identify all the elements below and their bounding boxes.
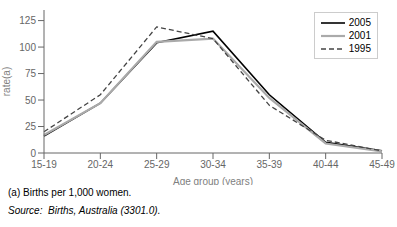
html-text:2001: 2001 [348, 30, 371, 41]
svg-text:75: 75 [25, 68, 37, 79]
svg-text:0: 0 [30, 148, 36, 159]
html-text:(a) Births per 1,000 women.: (a) Births per 1,000 women. [8, 187, 132, 198]
svg-text:125: 125 [19, 15, 36, 26]
svg-text:rate(a): rate(a) [8, 67, 12, 96]
svg-text:Age group (years): Age group (years) [173, 176, 253, 185]
svg-text:25-29: 25-29 [144, 159, 170, 170]
svg-text:50: 50 [25, 95, 37, 106]
html-text:Source: Births, Australia (330: Source: Births, Australia (3301.0). [8, 205, 161, 216]
svg-text:100: 100 [19, 42, 36, 53]
svg-text:20-24: 20-24 [88, 159, 114, 170]
svg-text:30-34: 30-34 [200, 159, 226, 170]
svg-text:45-49: 45-49 [369, 159, 389, 170]
html-text:1995: 1995 [348, 43, 371, 54]
svg-text:25: 25 [25, 121, 37, 132]
svg-text:15-19: 15-19 [31, 159, 57, 170]
html-text:2005: 2005 [348, 17, 371, 28]
svg-text:40-44: 40-44 [313, 159, 339, 170]
svg-text:35-39: 35-39 [257, 159, 283, 170]
